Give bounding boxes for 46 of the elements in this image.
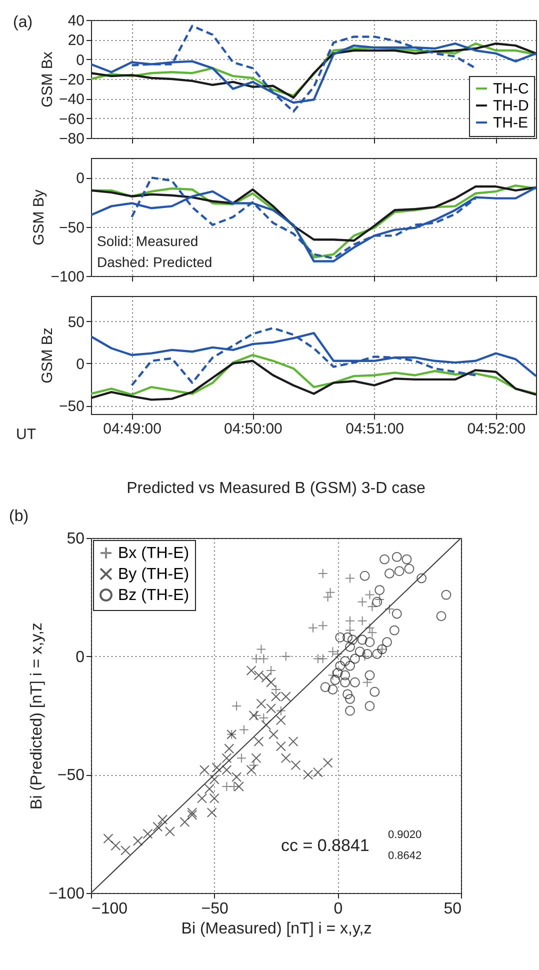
line-series xyxy=(91,354,536,396)
y-tick-label: 50 xyxy=(68,314,84,331)
annotation: cc = 0.8841 xyxy=(281,836,370,855)
legend-label: TH-C xyxy=(493,80,529,98)
legend-label: By (TH-E) xyxy=(118,566,190,583)
y-tick-label: 0 xyxy=(76,170,84,188)
y-axis-title: Bi (Predicted) [nT] i = x,y,z xyxy=(28,622,46,810)
y-tick-label: −40 xyxy=(59,91,84,108)
x-tick-label: 04:52:00 xyxy=(467,420,526,438)
y-tick-label: −100 xyxy=(48,886,85,902)
x-tick-label: 04:50:00 xyxy=(224,420,282,438)
y-tick-label: −50 xyxy=(59,219,84,236)
y-tick-label: −100 xyxy=(50,268,84,286)
x-tick-label: 50 xyxy=(444,900,462,918)
text: (a) xyxy=(13,14,33,31)
x-tick-label: −50 xyxy=(201,900,229,918)
y-tick-label: −20 xyxy=(59,72,84,88)
y-tick-label: −50 xyxy=(59,398,84,416)
text: (b) xyxy=(9,508,29,525)
legend-label: Bx (TH-E) xyxy=(118,545,190,562)
legend-label: Bz (TH-E) xyxy=(118,587,190,604)
y-tick-label: 0 xyxy=(76,648,85,666)
x-tick-label: 04:51:00 xyxy=(346,420,404,438)
y-axis-title: GSM Bx xyxy=(39,51,56,108)
chart-title: Predicted vs Measured B (GSM) 3-D case xyxy=(126,480,426,497)
annotation: Dashed: Predicted xyxy=(97,254,212,270)
y-tick-label: 0 xyxy=(76,356,84,373)
text: UT xyxy=(16,426,36,443)
y-tick-label: 0 xyxy=(76,52,84,69)
annotation: 0.8642 xyxy=(388,850,422,862)
y-tick-label: 20 xyxy=(68,32,84,50)
legend-label: TH-E xyxy=(493,114,528,132)
x-tick-label: 04:49:00 xyxy=(103,420,162,438)
x-tick-label: −100 xyxy=(92,900,128,918)
y-tick-label: 50 xyxy=(66,530,85,548)
y-tick-label: −60 xyxy=(59,110,84,128)
y-tick-label: −50 xyxy=(57,767,85,784)
annotation: Solid: Measured xyxy=(97,233,198,249)
y-tick-label: 40 xyxy=(68,12,84,30)
x-tick-label: 0 xyxy=(334,900,343,918)
x-axis-title: Bi (Measured) [nT] i = x,y,z xyxy=(181,920,372,938)
y-axis-title: GSM Bz xyxy=(39,328,56,384)
annotation: 0.9020 xyxy=(388,829,422,841)
y-tick-label: −80 xyxy=(59,130,84,148)
legend-label: TH-D xyxy=(493,98,529,114)
y-axis-title: GSM By xyxy=(30,189,48,246)
